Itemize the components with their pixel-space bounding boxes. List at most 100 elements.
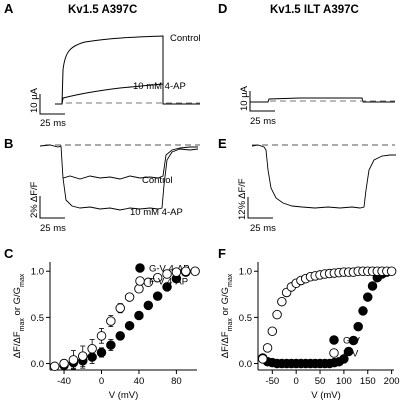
panel-c: C -40 0 40 80 0.0 0.5 1.0 V (mV) ΔF/ΔFmax or G/G… xyxy=(4,246,200,401)
chart-c-series-open-point xyxy=(190,266,200,276)
panel-d-scale-bar xyxy=(249,91,275,112)
panel-d: D Kv1.5 ILT A397C 10 µA 25 ms xyxy=(218,1,395,127)
panel-d-scale-y: 10 µA xyxy=(239,85,250,111)
panel-e: E 12% ΔF/F 25 ms xyxy=(218,136,396,234)
chart-f-xtick-label: 0 xyxy=(294,376,299,387)
chart-f-series-filled-point xyxy=(353,321,363,332)
chart-c-series-open-point xyxy=(181,266,191,276)
chart-c-series-open-point xyxy=(49,361,60,372)
chart-f-legend-marker xyxy=(329,348,339,358)
panel-e-scale-bar xyxy=(247,197,273,219)
chart-f-ytick-label: 1.0 xyxy=(239,267,252,278)
chart-c-xtick-label: 80 xyxy=(171,376,182,387)
chart-f-xtick-label: 200 xyxy=(384,376,400,387)
chart-c-series-open-point xyxy=(68,355,79,365)
chart-c-series-open-point xyxy=(59,358,69,369)
panel-e-trace xyxy=(251,144,396,209)
panel-b-scale-y: 2% ΔF/F xyxy=(29,181,40,218)
chart-c-series-open-point xyxy=(171,267,182,277)
chart-c-series-filled-point xyxy=(115,331,125,341)
panel-b-label-control: Control xyxy=(142,175,173,186)
chart-c-legend-marker xyxy=(135,263,145,273)
chart-c-series-filled-point xyxy=(96,347,107,358)
panel-a-title: Kv1.5 A397C xyxy=(68,4,137,16)
chart-c-series-filled-point xyxy=(134,310,144,321)
chart-c-series-filled-point xyxy=(106,340,116,350)
chart-c-ytick-label: 1.0 xyxy=(31,267,44,278)
panel-a-control-trace xyxy=(55,35,200,105)
chart-f-series-filled-point xyxy=(339,354,349,364)
chart-c-series-open-point xyxy=(124,292,135,302)
panel-a-label-control: Control xyxy=(170,33,201,44)
chart-f-series-open-point xyxy=(258,354,268,364)
panel-b-letter: B xyxy=(4,136,13,151)
chart-c-series-open-point xyxy=(134,284,144,294)
panel-b-label-4ap: 10 mM 4-AP xyxy=(130,207,183,218)
chart-c-ytick-label: 0.0 xyxy=(31,359,44,370)
panel-a-label-4ap: 10 mM 4-AP xyxy=(133,81,186,92)
chart-f-series-open-point xyxy=(277,296,287,307)
chart-f-xlabel: V (mV) xyxy=(311,390,341,401)
panel-a: A Kv1.5 A397C Control 10 mM 4-AP 10 µA 2… xyxy=(4,1,201,129)
chart-f-legend-marker xyxy=(329,335,339,345)
chart-f-series-filled-point xyxy=(348,335,359,346)
chart-f-series-open-point xyxy=(262,343,273,353)
chart-c-ytick-label: 0.5 xyxy=(31,313,44,324)
chart-f-series-filled-point xyxy=(358,306,368,316)
chart-c-series-open-point xyxy=(78,351,88,361)
chart-c-series-open-point xyxy=(96,331,107,341)
chart-c-xlabel: V (mV) xyxy=(109,390,139,401)
chart-c-series-open-point xyxy=(162,269,172,279)
panel-a-scale-x: 25 ms xyxy=(40,118,66,129)
chart-f-xtick-label: 100 xyxy=(336,376,352,387)
chart-c-series-filled-point xyxy=(143,300,154,311)
chart-f: -50 0 50 100 150 200 0.0 0.5 1.0 V (mV) ΔF/ΔFmax o… xyxy=(220,262,400,401)
chart-f-legend-label: G-V xyxy=(343,336,361,347)
chart-c-series-filled-point xyxy=(124,320,135,331)
chart-c-legend-label: F-V 4-AP xyxy=(149,277,188,288)
panel-d-scale-x: 25 ms xyxy=(250,116,276,127)
chart-f-xtick-label: 150 xyxy=(360,376,376,387)
panel-c-letter: C xyxy=(4,246,14,261)
chart-c-xtick-label: -40 xyxy=(57,376,71,387)
chart-f-series-open-point xyxy=(267,326,278,336)
panel-f-letter: F xyxy=(218,246,226,261)
panel-e-scale-y: 12% ΔF/F xyxy=(237,178,248,220)
panel-a-scale-bar xyxy=(39,94,65,115)
chart-f-ytick-label: 0.0 xyxy=(239,359,252,370)
chart-c-series-open-point xyxy=(115,303,125,313)
chart-c-series-open-point xyxy=(152,272,163,283)
panel-d-letter: D xyxy=(218,1,227,16)
chart-c-series-open-point xyxy=(106,316,116,326)
chart-c-xtick-label: 0 xyxy=(99,376,104,387)
panel-a-scale-y: 10 µA xyxy=(29,87,40,113)
chart-f-series-open-point xyxy=(386,266,397,276)
chart-f-xtick-label: -50 xyxy=(265,376,279,387)
chart-c-legend-marker xyxy=(135,276,145,286)
panel-d-title: Kv1.5 ILT A397C xyxy=(270,4,359,16)
panel-b-scale-bar xyxy=(39,196,65,219)
chart-c-series-filled-point xyxy=(162,282,172,292)
chart-c-series-open-point xyxy=(87,344,97,354)
chart-f-xtick-label: 50 xyxy=(315,376,326,387)
chart-c-legend-label: G-V 4-AP xyxy=(149,264,190,275)
chart-f-legend-label: F-V xyxy=(343,349,359,360)
chart-f-series-filled-point xyxy=(363,292,373,302)
panel-b-scale-x: 25 ms xyxy=(40,223,66,234)
chart-c: -40 0 40 80 0.0 0.5 1.0 V (mV) ΔF/ΔFmax or G/Gma… xyxy=(12,262,200,401)
chart-f-series-filled-point xyxy=(343,346,354,357)
panel-e-letter: E xyxy=(218,136,227,151)
chart-c-series-filled-point xyxy=(152,291,163,301)
panel-a-4ap-trace xyxy=(61,83,164,105)
chart-f-ylabel: ΔF/ΔFmax or G/Gmax xyxy=(220,273,234,358)
panel-a-letter: A xyxy=(4,1,14,16)
chart-f-series-open-point xyxy=(272,309,282,320)
chart-c-ylabel: ΔF/ΔFmax or G/Gmax xyxy=(12,273,26,358)
chart-f-series-filled-point xyxy=(367,281,378,291)
panel-b-control-trace xyxy=(39,144,198,180)
panel-e-scale-x: 25 ms xyxy=(250,223,276,234)
panel-f: F -50 0 50 100 150 200 0.0 0.5 1.0 V (mV) ΔF/ΔFmax… xyxy=(218,246,400,401)
chart-c-xtick-label: 40 xyxy=(134,376,145,387)
panel-b: B Control 10 mM 4-AP 2% ΔF/F 25 ms xyxy=(4,136,200,234)
chart-f-ytick-label: 0.5 xyxy=(239,313,252,324)
